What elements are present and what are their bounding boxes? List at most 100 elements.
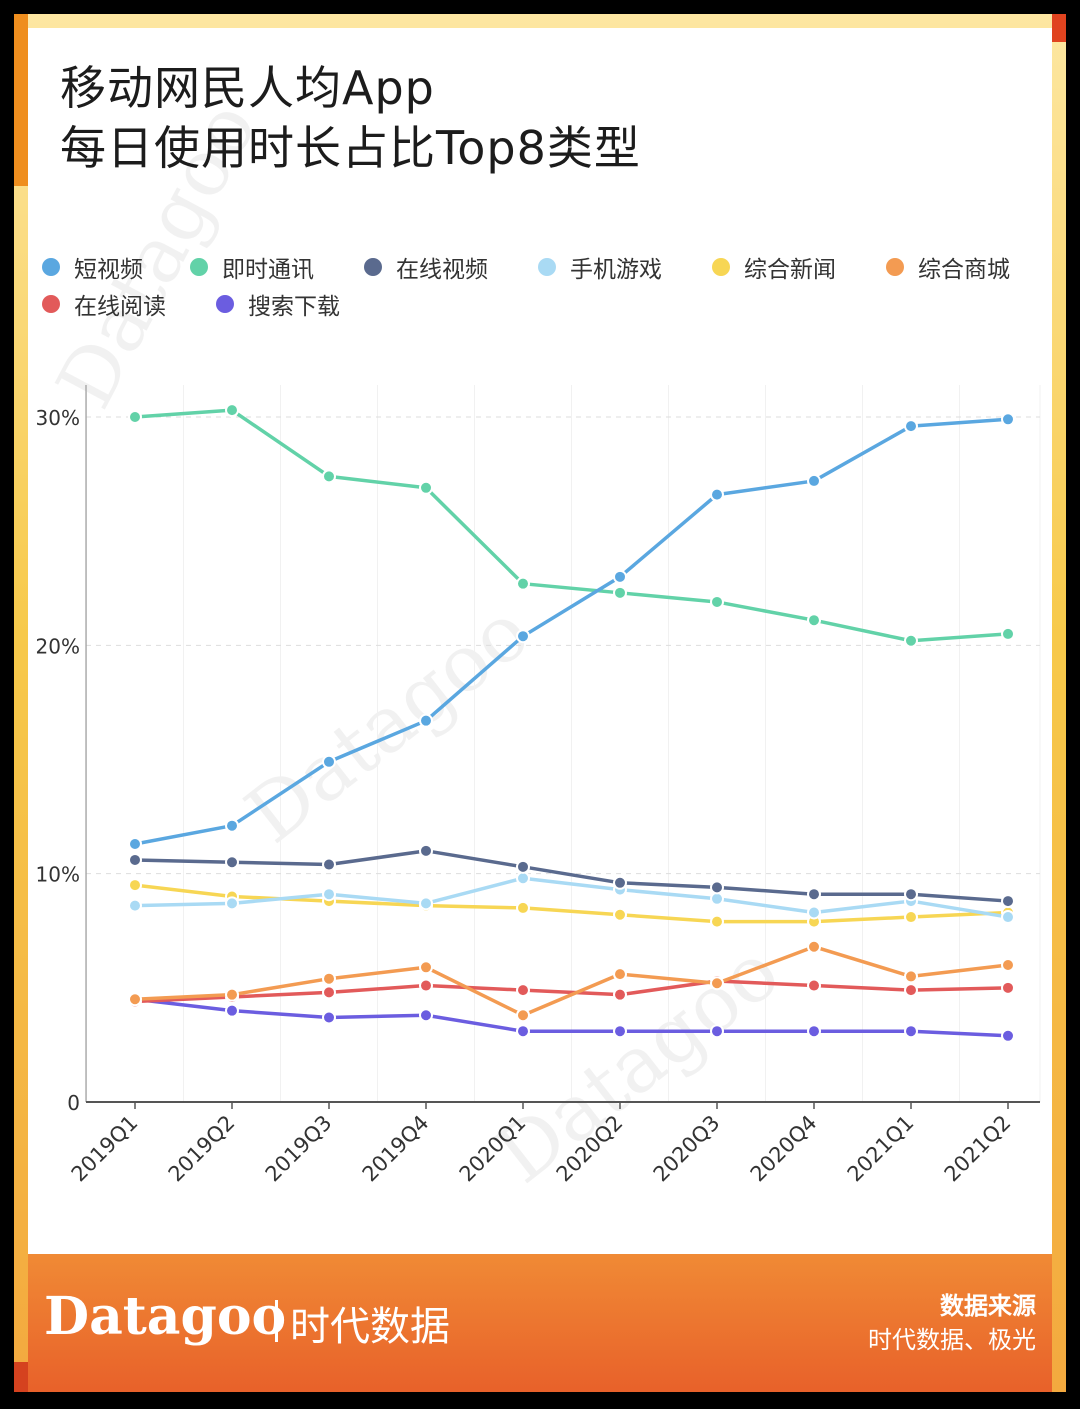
legend-label: 手机游戏 [570, 257, 662, 283]
data-point [807, 473, 821, 488]
chart-card [28, 28, 1052, 1254]
data-point [1001, 1028, 1015, 1043]
data-point [128, 410, 142, 424]
data-point [904, 983, 918, 998]
x-tick-label: 2021Q1 [843, 1111, 919, 1187]
x-tick-label: 2019Q2 [164, 1111, 240, 1187]
legend-item[interactable]: 手机游戏 [538, 250, 662, 284]
footer-bar [28, 1254, 1052, 1392]
legend-label: 综合商城 [918, 257, 1010, 283]
legend-label: 搜索下载 [248, 294, 340, 320]
data-point [419, 480, 433, 495]
data-point [225, 987, 239, 1002]
data-point [613, 875, 627, 890]
x-tick-label: 2019Q1 [67, 1111, 143, 1187]
legend-label: 在线阅读 [74, 294, 166, 320]
data-point [904, 969, 918, 984]
x-tick-label: 2020Q2 [552, 1111, 628, 1187]
data-point [128, 852, 142, 867]
x-tick-label: 2019Q3 [261, 1111, 337, 1187]
series-line [134, 876, 1009, 919]
accent-bar-left [14, 14, 28, 186]
legend-label: 即时通讯 [222, 257, 314, 283]
data-point [613, 1024, 627, 1039]
data-point [516, 576, 530, 591]
data-point [710, 880, 724, 895]
data-point [613, 987, 627, 1002]
legend-item[interactable]: 综合商城 [886, 250, 1010, 284]
x-tick-label: 2020Q4 [746, 1111, 822, 1187]
data-point [807, 939, 821, 954]
data-point [322, 1010, 336, 1025]
series-line [134, 417, 1009, 846]
data-point [904, 1024, 918, 1039]
data-point [225, 403, 239, 418]
source-label: 数据来源 [940, 1292, 1036, 1320]
legend-swatch [42, 295, 60, 313]
x-tick-label: 2020Q3 [649, 1111, 725, 1187]
data-point [225, 855, 239, 870]
legend-label: 在线视频 [396, 257, 488, 283]
data-point [807, 887, 821, 902]
source-value: 时代数据、极光 [868, 1326, 1036, 1354]
legend-swatch [538, 258, 556, 276]
legend-item[interactable]: 在线阅读 [42, 287, 166, 321]
series-line [134, 408, 1009, 643]
data-point [516, 859, 530, 874]
data-point [322, 971, 336, 986]
data-point [322, 985, 336, 1000]
data-point [613, 967, 627, 982]
data-point [904, 887, 918, 902]
data-point [419, 843, 433, 858]
data-point [516, 900, 530, 915]
data-point [419, 896, 433, 911]
data-point [613, 907, 627, 922]
data-point [322, 754, 336, 769]
legend-swatch [190, 258, 208, 276]
data-point [322, 887, 336, 902]
data-point [128, 992, 142, 1007]
data-point [613, 569, 627, 584]
data-point [710, 914, 724, 929]
brand-separator [275, 1300, 278, 1342]
data-point [516, 871, 530, 886]
data-point [1001, 958, 1015, 972]
data-point [322, 857, 336, 872]
legend-item[interactable]: 搜索下载 [216, 287, 340, 321]
y-tick-label: 20% [36, 634, 80, 658]
y-tick-label: 10% [36, 863, 80, 887]
data-point [904, 633, 918, 648]
data-point [1001, 980, 1015, 995]
accent-bar-right [1052, 14, 1066, 42]
legend-item[interactable]: 即时通讯 [190, 250, 314, 284]
data-point [128, 898, 142, 913]
data-point [613, 585, 627, 600]
legend-swatch [42, 258, 60, 276]
legend-item[interactable]: 综合新闻 [712, 250, 836, 284]
legend-item[interactable]: 短视频 [42, 250, 143, 284]
chart-title-line-1: 移动网民人均App [60, 61, 435, 115]
data-point [710, 594, 724, 609]
brand-logo: Datagoo [44, 1286, 287, 1347]
series-line [134, 849, 1009, 903]
data-point [807, 1024, 821, 1039]
series-line [134, 997, 1009, 1038]
data-point [807, 905, 821, 920]
data-point [1001, 626, 1015, 641]
data-point [322, 469, 336, 484]
legend-swatch [216, 295, 234, 313]
series-line [134, 979, 1009, 1004]
legend-item[interactable]: 在线视频 [364, 250, 488, 284]
data-point [516, 1024, 530, 1039]
data-point [516, 1008, 530, 1023]
data-point [516, 983, 530, 998]
legend-label: 综合新闻 [744, 257, 836, 283]
data-point [225, 1003, 239, 1018]
data-point [710, 891, 724, 906]
x-tick-label: 2019Q4 [358, 1111, 434, 1187]
accent-bar-bottom [14, 1362, 28, 1392]
data-point [1001, 412, 1015, 427]
data-point [710, 487, 724, 502]
chart-title-line-2: 每日使用时长占比Top8类型 [60, 121, 641, 175]
